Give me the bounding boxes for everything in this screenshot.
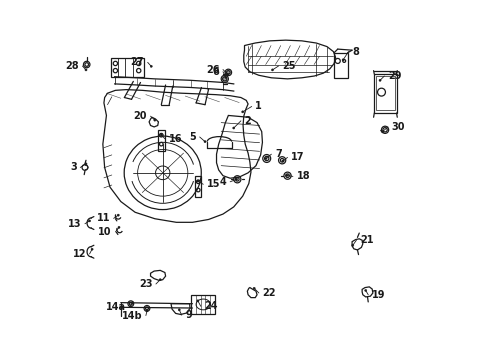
Bar [111, 58, 144, 77]
Text: 19: 19 [371, 290, 385, 300]
Circle shape [159, 279, 161, 281]
Circle shape [178, 309, 180, 311]
Text: 7: 7 [274, 149, 281, 159]
Text: 26: 26 [205, 64, 219, 75]
Text: 30: 30 [391, 122, 404, 132]
Circle shape [150, 65, 152, 67]
Bar [158, 130, 164, 150]
Bar [375, 76, 394, 110]
Circle shape [196, 180, 199, 182]
Circle shape [85, 69, 87, 71]
Circle shape [232, 127, 234, 129]
Circle shape [235, 178, 237, 180]
Text: 2: 2 [244, 116, 251, 126]
Circle shape [341, 59, 344, 61]
Text: 18: 18 [296, 171, 309, 181]
Circle shape [88, 220, 90, 222]
Text: 8: 8 [351, 46, 358, 57]
Text: 10: 10 [98, 227, 112, 237]
Text: 9: 9 [185, 310, 192, 320]
Circle shape [351, 244, 353, 246]
Text: 21: 21 [359, 235, 373, 245]
Circle shape [364, 289, 366, 292]
Text: 17: 17 [290, 152, 304, 162]
Circle shape [226, 73, 228, 75]
Circle shape [145, 310, 148, 312]
Text: 28: 28 [65, 61, 79, 71]
Text: 27: 27 [130, 57, 144, 67]
Circle shape [226, 71, 230, 74]
Circle shape [203, 140, 206, 143]
Text: 24: 24 [204, 301, 217, 311]
Text: 6: 6 [212, 67, 219, 77]
Circle shape [224, 76, 226, 78]
Text: 16: 16 [168, 134, 182, 144]
Circle shape [117, 214, 119, 216]
Circle shape [196, 300, 199, 302]
Text: 11: 11 [96, 213, 110, 223]
Text: 5: 5 [189, 132, 196, 142]
Text: 13: 13 [68, 219, 81, 229]
Circle shape [241, 111, 244, 113]
Circle shape [271, 69, 273, 71]
Circle shape [131, 302, 133, 304]
Circle shape [160, 134, 162, 136]
Circle shape [222, 77, 226, 81]
Text: 12: 12 [72, 249, 86, 259]
Circle shape [264, 157, 266, 159]
Circle shape [381, 131, 383, 133]
Text: 25: 25 [282, 61, 295, 71]
Text: 3: 3 [70, 162, 77, 172]
Circle shape [281, 160, 284, 162]
Circle shape [378, 79, 380, 81]
Bar [333, 53, 347, 78]
Text: 4: 4 [220, 177, 226, 187]
Bar [373, 74, 396, 113]
Text: 1: 1 [255, 102, 262, 112]
Text: 14b: 14b [122, 311, 142, 320]
Text: 29: 29 [387, 71, 401, 81]
Text: 14a: 14a [105, 302, 125, 312]
Circle shape [91, 248, 93, 250]
Circle shape [153, 119, 156, 121]
Text: 20: 20 [133, 111, 147, 121]
Circle shape [85, 163, 87, 165]
Circle shape [253, 287, 255, 289]
Text: 15: 15 [206, 179, 220, 189]
Bar [191, 295, 214, 315]
Text: 22: 22 [262, 288, 275, 298]
Text: 23: 23 [139, 279, 152, 289]
Circle shape [285, 174, 287, 176]
Circle shape [118, 226, 120, 228]
Bar [195, 176, 201, 197]
